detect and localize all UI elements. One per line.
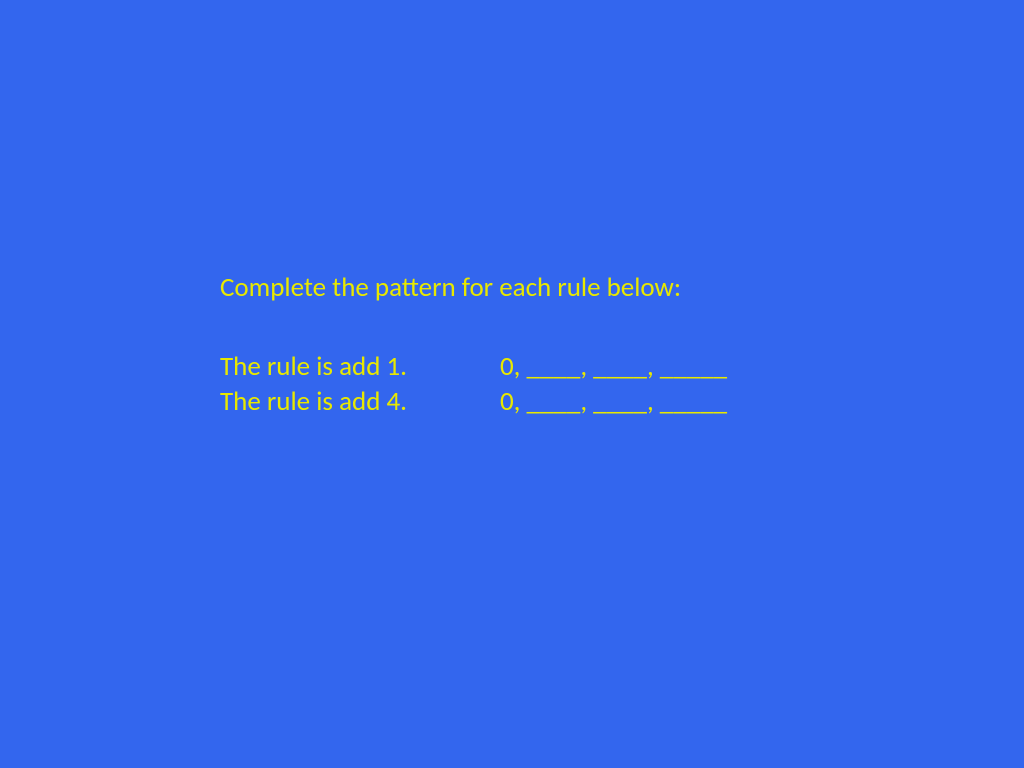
slide-title: Complete the pattern for each rule below… [220,270,727,305]
rule-line-2: The rule is add 4. 0, ____, ____, _____ [220,384,727,419]
slide-container: Complete the pattern for each rule below… [0,0,1024,768]
rule-pattern-2: 0, ____, ____, _____ [500,384,727,419]
rule-pattern-1: 0, ____, ____, _____ [500,349,727,384]
rule-line-1: The rule is add 1. 0, ____, ____, _____ [220,349,727,384]
rule-label-1: The rule is add 1. [220,349,500,384]
rule-label-2: The rule is add 4. [220,384,500,419]
slide-content: Complete the pattern for each rule below… [220,270,727,419]
